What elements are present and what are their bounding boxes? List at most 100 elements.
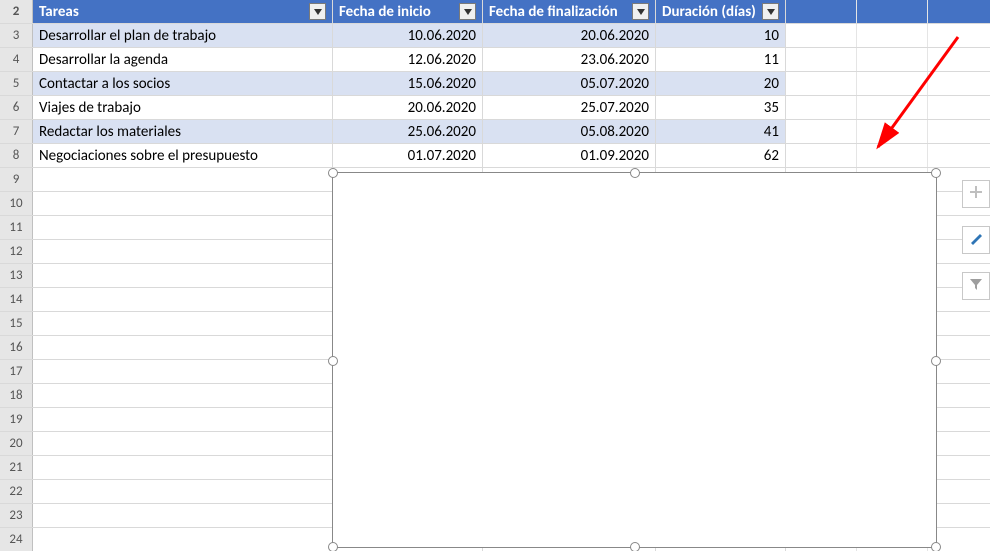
cell-task[interactable]: Viajes de trabajo [33,96,333,119]
row-number[interactable]: 12 [0,240,33,263]
cell[interactable] [33,264,333,287]
brush-icon [968,230,984,251]
row-number[interactable]: 20 [0,432,33,455]
row-number[interactable]: 24 [0,528,33,551]
row-number[interactable]: 6 [0,96,33,119]
col-header-label: Fecha de finalización [489,3,628,21]
filter-dropdown-icon[interactable] [762,3,779,20]
row-number[interactable]: 8 [0,144,33,167]
row-number[interactable]: 5 [0,72,33,95]
cell[interactable] [33,504,333,527]
row-number[interactable]: 4 [0,48,33,71]
col-header-label: Fecha de inicio [339,3,455,21]
row-number[interactable]: 22 [0,480,33,503]
cell-start[interactable]: 01.07.2020 [333,144,483,167]
filter-dropdown-icon[interactable] [309,3,326,20]
cell-start[interactable]: 15.06.2020 [333,72,483,95]
filter-dropdown-icon[interactable] [459,3,476,20]
row-number[interactable]: 3 [0,24,33,47]
cell[interactable] [33,384,333,407]
cell-task[interactable]: Negociaciones sobre el presupuesto [33,144,333,167]
col-header-label: Duración (días) [662,3,758,21]
row-number[interactable]: 19 [0,408,33,431]
cell-duration[interactable]: 62 [656,144,786,167]
table-row: 7Redactar los materiales25.06.202005.08.… [0,120,990,144]
resize-handle-sw[interactable] [328,542,338,551]
cell-duration[interactable]: 20 [656,72,786,95]
table-row: 6Viajes de trabajo20.06.202025.07.202035 [0,96,990,120]
row-number[interactable]: 21 [0,456,33,479]
empty-cells[interactable] [786,0,990,23]
cell[interactable] [33,192,333,215]
cell-task[interactable]: Desarrollar el plan de trabajo [33,24,333,47]
chart-styles-button[interactable] [962,226,990,254]
table-row: 3Desarrollar el plan de trabajo10.06.202… [0,24,990,48]
cell[interactable] [33,360,333,383]
row-number[interactable]: 18 [0,384,33,407]
cell[interactable] [33,240,333,263]
resize-handle-s[interactable] [630,542,640,551]
cell-start[interactable]: 25.06.2020 [333,120,483,143]
chart-placeholder[interactable] [332,172,937,548]
cell[interactable] [33,288,333,311]
row-number[interactable]: 2 [0,0,33,23]
resize-handle-w[interactable] [328,356,338,366]
row-number[interactable]: 14 [0,288,33,311]
empty-cells[interactable] [786,120,990,143]
cell-end[interactable]: 01.09.2020 [483,144,656,167]
row-number[interactable]: 10 [0,192,33,215]
empty-cells[interactable] [786,96,990,119]
cell-task[interactable]: Redactar los materiales [33,120,333,143]
table-header-row: 2 Tareas Fecha de inicio Fecha de finali… [0,0,990,24]
empty-cells[interactable] [786,72,990,95]
cell-task[interactable]: Desarrollar la agenda [33,48,333,71]
row-number[interactable]: 16 [0,336,33,359]
cell-end[interactable]: 05.07.2020 [483,72,656,95]
cell-end[interactable]: 23.06.2020 [483,48,656,71]
row-number[interactable]: 15 [0,312,33,335]
cell-start[interactable]: 12.06.2020 [333,48,483,71]
cell-task[interactable]: Contactar a los socios [33,72,333,95]
cell[interactable] [33,216,333,239]
cell-end[interactable]: 20.06.2020 [483,24,656,47]
col-header-end[interactable]: Fecha de finalización [483,0,656,23]
cell[interactable] [33,312,333,335]
row-number[interactable]: 7 [0,120,33,143]
row-number[interactable]: 9 [0,168,33,191]
empty-cells[interactable] [786,144,990,167]
cell[interactable] [33,480,333,503]
cell-duration[interactable]: 35 [656,96,786,119]
cell[interactable] [33,168,333,191]
row-number[interactable]: 13 [0,264,33,287]
row-number[interactable]: 17 [0,360,33,383]
col-header-start[interactable]: Fecha de inicio [333,0,483,23]
row-number[interactable]: 11 [0,216,33,239]
cell-start[interactable]: 20.06.2020 [333,96,483,119]
spreadsheet-area: 2 Tareas Fecha de inicio Fecha de finali… [0,0,990,551]
cell-end[interactable]: 25.07.2020 [483,96,656,119]
cell[interactable] [33,408,333,431]
plus-icon [968,184,984,205]
chart-elements-button[interactable] [962,180,990,208]
cell[interactable] [33,456,333,479]
cell[interactable] [33,432,333,455]
cell-start[interactable]: 10.06.2020 [333,24,483,47]
row-number[interactable]: 23 [0,504,33,527]
resize-handle-nw[interactable] [328,168,338,178]
cell-end[interactable]: 05.08.2020 [483,120,656,143]
resize-handle-e[interactable] [931,356,941,366]
resize-handle-n[interactable] [630,168,640,178]
cell-duration[interactable]: 11 [656,48,786,71]
resize-handle-ne[interactable] [931,168,941,178]
cell[interactable] [33,528,333,551]
col-header-tasks[interactable]: Tareas [33,0,333,23]
cell-duration[interactable]: 41 [656,120,786,143]
empty-cells[interactable] [786,48,990,71]
empty-cells[interactable] [786,24,990,47]
cell-duration[interactable]: 10 [656,24,786,47]
resize-handle-se[interactable] [931,542,941,551]
chart-filter-button[interactable] [962,272,990,300]
filter-dropdown-icon[interactable] [632,3,649,20]
cell[interactable] [33,336,333,359]
col-header-duration[interactable]: Duración (días) [656,0,786,23]
